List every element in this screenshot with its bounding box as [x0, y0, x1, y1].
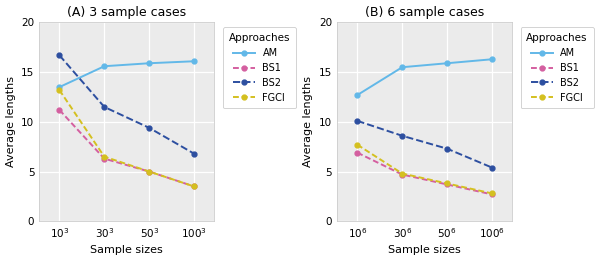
Y-axis label: Average lengths: Average lengths	[5, 76, 16, 167]
Title: (B) 6 sample cases: (B) 6 sample cases	[365, 5, 484, 19]
X-axis label: Sample sizes: Sample sizes	[388, 245, 461, 256]
Title: (A) 3 sample cases: (A) 3 sample cases	[67, 5, 187, 19]
X-axis label: Sample sizes: Sample sizes	[91, 245, 163, 256]
Y-axis label: Average lengths: Average lengths	[304, 76, 313, 167]
Legend: AM, BS1, BS2, FGCI: AM, BS1, BS2, FGCI	[521, 27, 594, 109]
Legend: AM, BS1, BS2, FGCI: AM, BS1, BS2, FGCI	[223, 27, 296, 109]
